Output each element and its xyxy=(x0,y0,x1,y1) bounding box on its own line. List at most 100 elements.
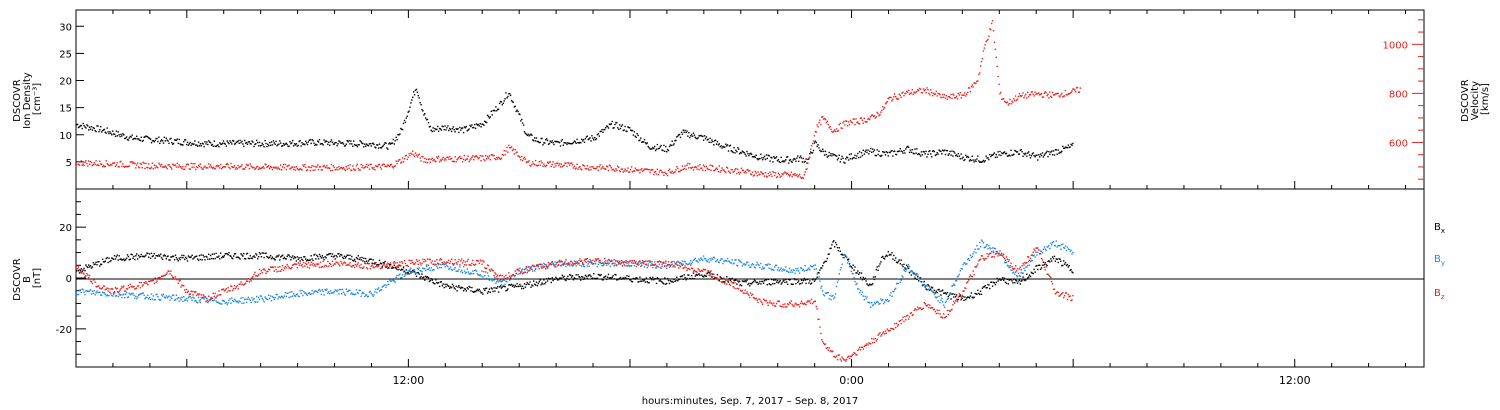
data-point xyxy=(627,278,629,280)
data-point xyxy=(727,281,730,283)
data-point xyxy=(1041,264,1044,266)
data-point xyxy=(460,157,462,159)
data-point xyxy=(293,263,295,266)
data-point xyxy=(416,267,419,270)
data-point xyxy=(839,161,841,163)
data-point xyxy=(546,139,549,142)
data-point xyxy=(124,137,127,139)
data-point xyxy=(367,263,370,265)
data-point xyxy=(1051,150,1053,152)
data-point xyxy=(585,275,588,278)
data-point xyxy=(358,265,360,267)
data-point xyxy=(486,155,489,158)
data-point xyxy=(167,140,169,142)
data-point xyxy=(698,273,700,275)
data-point xyxy=(629,265,631,267)
data-point xyxy=(714,260,717,263)
data-point xyxy=(308,166,311,168)
data-point xyxy=(451,283,454,285)
data-point xyxy=(155,165,157,167)
data-point xyxy=(1032,93,1034,95)
data-point xyxy=(582,265,585,267)
data-point xyxy=(608,123,611,125)
data-point xyxy=(461,161,464,163)
data-point xyxy=(223,166,226,168)
data-point xyxy=(145,135,147,137)
data-point xyxy=(1047,93,1049,96)
data-point xyxy=(901,264,903,266)
data-point xyxy=(116,291,118,293)
data-point xyxy=(870,284,872,286)
data-point xyxy=(186,260,189,262)
data-point xyxy=(241,164,243,166)
data-point xyxy=(419,102,421,104)
data-point xyxy=(485,121,488,124)
data-point xyxy=(583,141,586,143)
data-point xyxy=(87,266,89,269)
data-point xyxy=(297,169,299,171)
data-point xyxy=(463,270,466,272)
data-point xyxy=(919,88,922,90)
data-point xyxy=(342,167,345,169)
data-point xyxy=(686,164,688,166)
data-point xyxy=(919,153,921,156)
data-point xyxy=(997,151,999,153)
data-point xyxy=(883,151,885,153)
data-point xyxy=(113,133,116,135)
data-point xyxy=(508,144,510,147)
data-point xyxy=(353,143,356,146)
data-point xyxy=(752,175,755,177)
data-point xyxy=(753,266,756,268)
data-point xyxy=(932,92,935,95)
data-point xyxy=(441,263,443,266)
data-point xyxy=(901,275,903,277)
data-point xyxy=(262,299,264,301)
data-point xyxy=(991,281,993,283)
data-point xyxy=(110,163,112,166)
data-point xyxy=(554,261,556,263)
data-point xyxy=(528,135,530,137)
data-point xyxy=(509,279,511,281)
data-point xyxy=(398,274,400,276)
data-point xyxy=(433,263,435,265)
data-point xyxy=(281,296,284,298)
data-point xyxy=(688,263,690,265)
data-point xyxy=(774,264,777,266)
data-point xyxy=(695,166,697,168)
data-point xyxy=(1074,89,1076,91)
data-point xyxy=(303,290,305,293)
data-point xyxy=(829,294,831,297)
data-point xyxy=(1000,279,1002,281)
data-point xyxy=(170,256,172,258)
data-point xyxy=(659,169,661,171)
data-point xyxy=(824,150,827,153)
data-point xyxy=(519,156,521,158)
data-point xyxy=(341,254,343,256)
data-point xyxy=(956,276,959,278)
data-point xyxy=(467,258,469,261)
data-point xyxy=(695,137,697,140)
data-point xyxy=(739,283,742,286)
data-point xyxy=(464,159,467,162)
data-point xyxy=(908,266,911,268)
data-point xyxy=(572,279,575,281)
data-point xyxy=(417,95,419,97)
data-point xyxy=(257,274,260,276)
data-point xyxy=(779,268,781,271)
data-point xyxy=(872,304,875,306)
data-point xyxy=(892,290,894,293)
data-point xyxy=(189,168,191,170)
data-point xyxy=(587,263,589,265)
data-point xyxy=(885,300,888,302)
data-point xyxy=(839,269,841,271)
data-point xyxy=(361,256,363,259)
data-point xyxy=(1029,275,1032,278)
data-point xyxy=(795,283,797,285)
data-point xyxy=(842,157,844,160)
data-point xyxy=(546,164,548,166)
data-point xyxy=(573,260,576,262)
data-point xyxy=(791,161,793,163)
data-point xyxy=(173,139,176,141)
data-point xyxy=(851,267,853,269)
data-point xyxy=(317,289,320,291)
